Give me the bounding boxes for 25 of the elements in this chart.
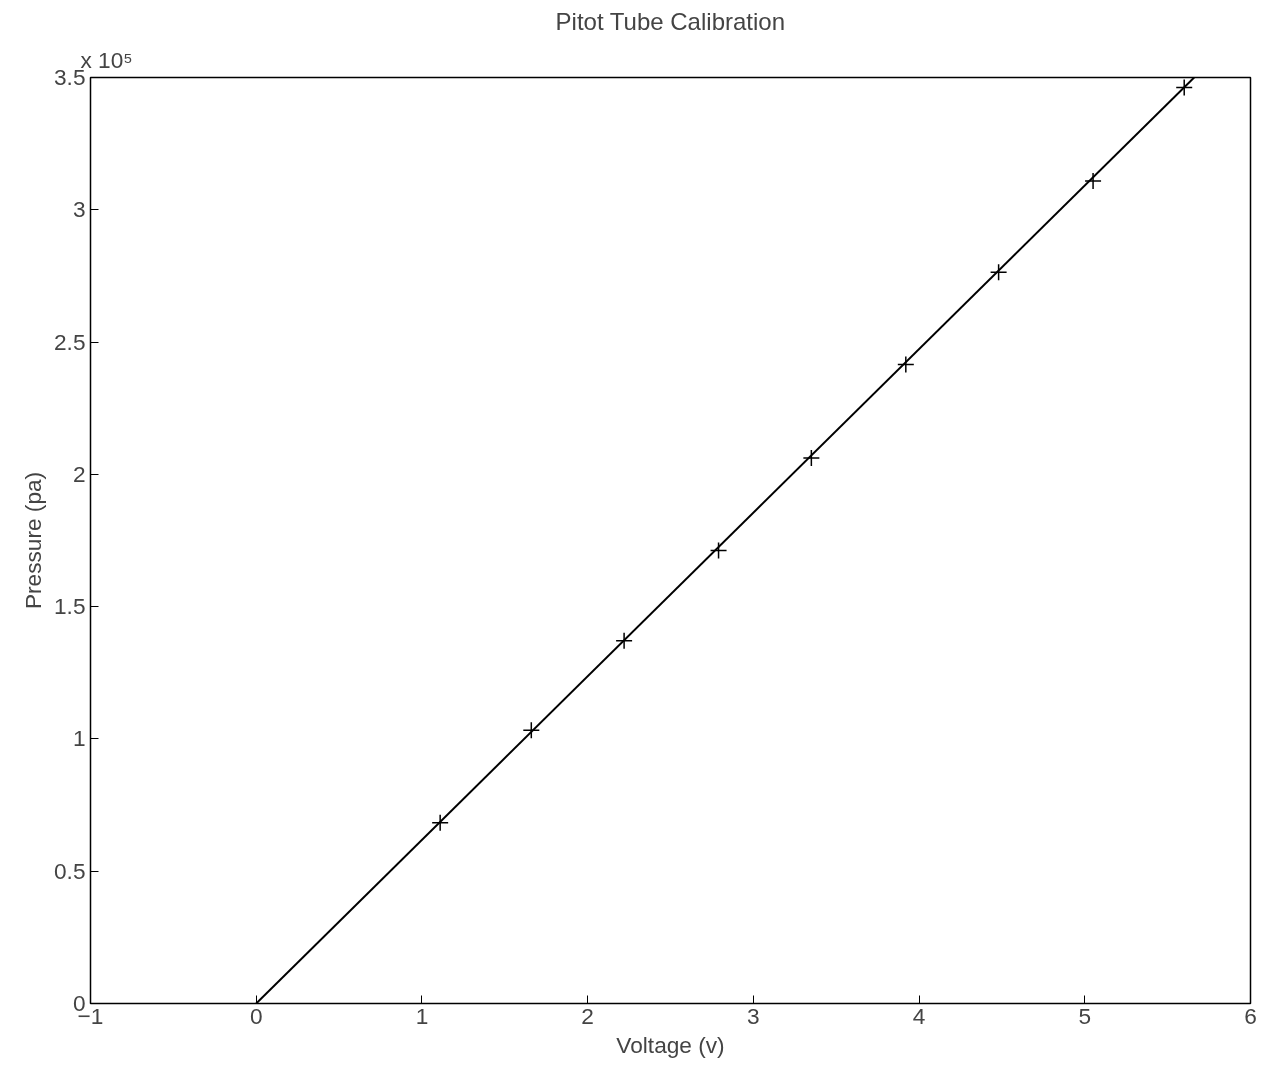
point	[522, 721, 541, 739]
y-axis-title: Pressure (pa)	[20, 471, 46, 610]
point	[709, 541, 728, 560]
x-tick-label: 0	[249, 1002, 263, 1029]
point	[431, 814, 449, 832]
y-tick-label: 3	[72, 196, 86, 223]
x-tick-label: 6	[1244, 1002, 1257, 1029]
y-tick-label: 2.5	[54, 328, 86, 355]
y-tick-label: 1	[72, 725, 86, 752]
point	[897, 355, 915, 374]
point	[615, 632, 633, 650]
x-tick-label: 3	[747, 1002, 760, 1029]
x-axis-title: Voltage (v)	[616, 1031, 725, 1058]
point	[989, 263, 1008, 281]
y-tick-label: 2	[72, 460, 86, 487]
x-tick-label: 5	[1078, 1002, 1092, 1029]
x-tick-label: 1	[415, 1002, 429, 1029]
y-tick-label: 0.5	[54, 857, 86, 884]
point	[1084, 172, 1102, 190]
x-tick-label: 2	[581, 1002, 594, 1029]
chart-title: Pitot Tube Calibration	[555, 7, 786, 35]
point	[802, 449, 821, 467]
y-tick-label: 1.5	[54, 593, 86, 620]
x-tick-label: 4	[912, 1002, 926, 1029]
point	[1175, 78, 1193, 97]
